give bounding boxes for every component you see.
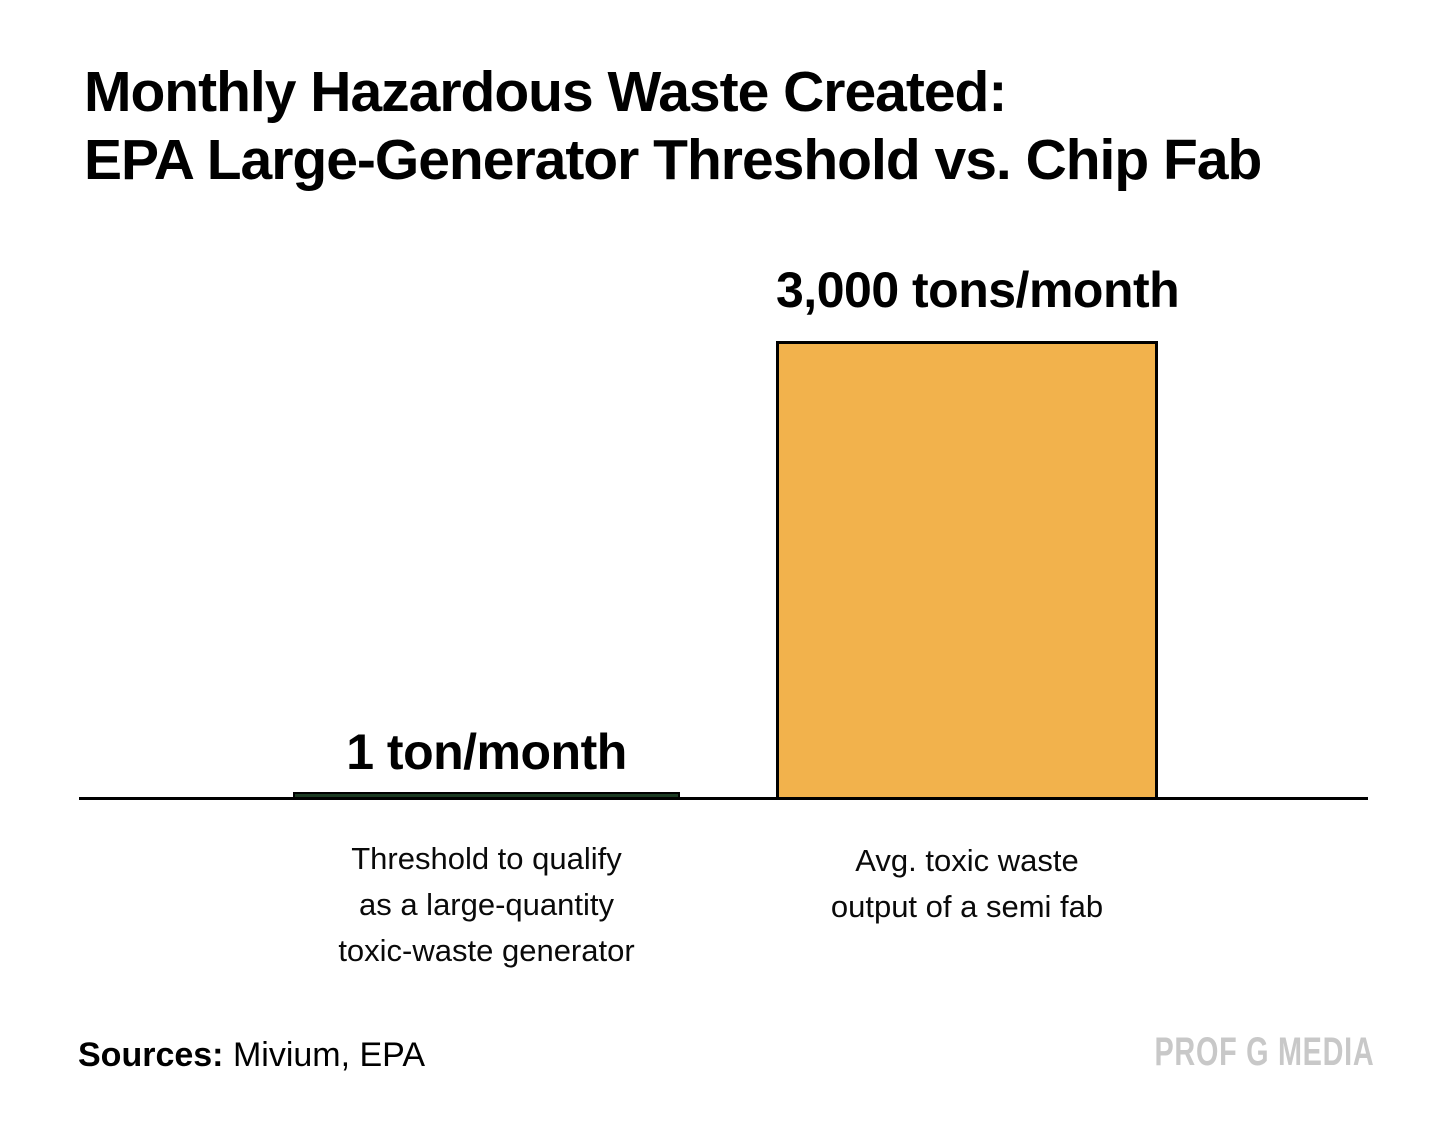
chart-title-line1: Monthly Hazardous Waste Created: bbox=[84, 60, 1007, 124]
value-label-threshold: 1 ton/month bbox=[346, 724, 627, 780]
category-label-fab: Avg. toxic waste output of a semi fab bbox=[736, 838, 1198, 930]
x-axis-line bbox=[79, 797, 1368, 800]
chart-title: Monthly Hazardous Waste Created: EPA Lar… bbox=[84, 58, 1262, 194]
category-label-fab-line1: Avg. toxic waste bbox=[855, 843, 1079, 878]
category-label-threshold-line2: as a large-quantity bbox=[358, 887, 615, 922]
sources-value: Mivium, EPA bbox=[223, 1036, 426, 1074]
category-label-threshold-line1: Threshold to qualify bbox=[351, 841, 622, 876]
category-label-threshold-line3: toxic-waste generator bbox=[338, 933, 635, 968]
category-label-fab-line2: output of a semi fab bbox=[830, 889, 1104, 924]
category-label-threshold: Threshold to qualify as a large-quantity… bbox=[253, 836, 720, 974]
prof-g-media-logo: PROF G MEDIA bbox=[1154, 1030, 1374, 1074]
sources-line: Sources: Mivium, EPA bbox=[78, 1036, 425, 1075]
bar-fab bbox=[776, 341, 1158, 800]
value-label-fab: 3,000 tons/month bbox=[776, 262, 1180, 318]
chart-title-line2: EPA Large-Generator Threshold vs. Chip F… bbox=[84, 128, 1262, 192]
sources-label: Sources: bbox=[78, 1036, 224, 1074]
